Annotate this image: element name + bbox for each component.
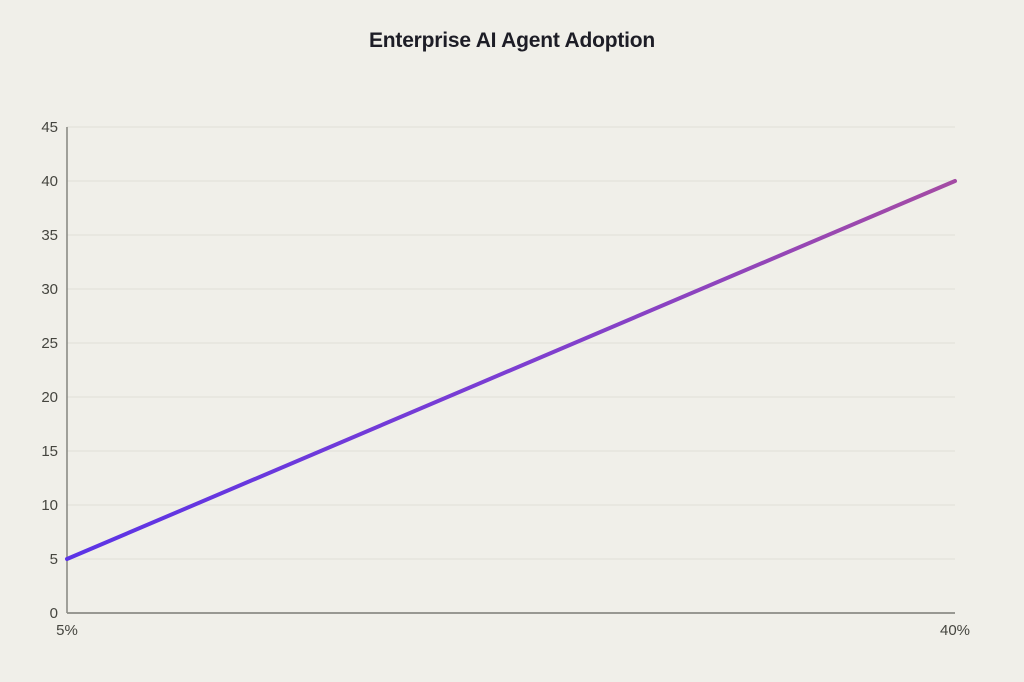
chart-title: Enterprise AI Agent Adoption [368, 29, 656, 52]
y-tick-label: 35 [41, 227, 58, 244]
x-tick-label: 5% [56, 622, 78, 639]
y-tick-label: 20 [41, 389, 58, 406]
y-tick-label: 25 [41, 335, 58, 352]
y-tick-label: 40 [41, 173, 58, 190]
y-tick-label: 30 [41, 281, 58, 298]
x-tick-label: 40% [940, 622, 970, 639]
y-tick-label: 5 [50, 551, 58, 568]
y-tick-label: 15 [41, 443, 58, 460]
y-tick-label: 0 [50, 605, 58, 622]
data-line [65, 179, 957, 561]
y-tick-label: 10 [41, 497, 58, 514]
y-tick-label: 45 [41, 119, 58, 136]
